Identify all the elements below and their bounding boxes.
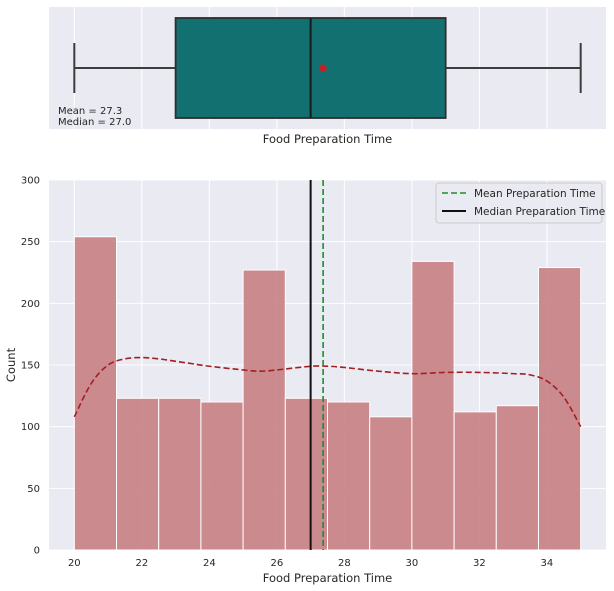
legend-mean-label: Mean Preparation Time xyxy=(474,188,596,200)
histogram-x-tick-label: 28 xyxy=(338,558,351,569)
histogram-x-tick-label: 24 xyxy=(203,558,216,569)
histogram-bar xyxy=(242,269,286,551)
histogram-bar xyxy=(116,397,160,551)
histogram-y-tick-label: 200 xyxy=(21,299,40,310)
histogram-x-axis-label: Food Preparation Time xyxy=(263,571,392,585)
histogram-bar xyxy=(495,405,539,551)
histogram-y-tick-label: 100 xyxy=(21,422,40,433)
histogram-x-tick-label: 32 xyxy=(473,558,486,569)
histogram-x-tick-label: 22 xyxy=(135,558,148,569)
histogram-bar xyxy=(284,397,329,551)
boxplot-median-annotation: Median = 27.0 xyxy=(58,117,131,128)
histogram-x-ticks: 20 22 24 26 28 30 32 34 xyxy=(68,558,553,569)
histogram-x-tick-label: 26 xyxy=(270,558,283,569)
boxplot-x-axis-label: Food Preparation Time xyxy=(263,132,392,146)
boxplot-mean-annotation: Mean = 27.3 xyxy=(58,106,122,117)
histogram-y-tick-label: 300 xyxy=(21,176,40,187)
histogram-bar xyxy=(537,267,582,551)
legend-median-label: Median Preparation Time xyxy=(474,206,605,218)
kde-curve xyxy=(73,356,582,428)
boxplot-mean-marker xyxy=(319,64,327,72)
legend-frame xyxy=(435,182,603,224)
histogram-x-tick-label: 20 xyxy=(68,558,81,569)
histogram-y-tick-label: 0 xyxy=(34,546,40,557)
histogram-bar xyxy=(327,401,371,551)
histogram-bar xyxy=(73,236,118,551)
histogram-y-axis-label: Count xyxy=(4,347,18,382)
histogram-x-tick-label: 34 xyxy=(541,558,554,569)
histogram-y-tick-label: 150 xyxy=(21,361,40,372)
histogram-bar xyxy=(453,411,497,551)
histogram-y-ticks: 0 50 100 150 200 250 300 xyxy=(21,176,40,557)
histogram-y-tick-label: 250 xyxy=(21,237,40,248)
boxplot xyxy=(73,17,582,119)
histogram-x-tick-label: 30 xyxy=(406,558,419,569)
histogram-y-tick-label: 50 xyxy=(27,484,40,495)
histogram-bars xyxy=(73,236,582,551)
histogram-bar xyxy=(411,260,455,551)
histogram-bar xyxy=(200,401,244,551)
legend: Mean Preparation Time Median Preparation… xyxy=(435,182,605,224)
histogram-bar xyxy=(158,397,202,551)
histogram-bar xyxy=(369,416,413,551)
